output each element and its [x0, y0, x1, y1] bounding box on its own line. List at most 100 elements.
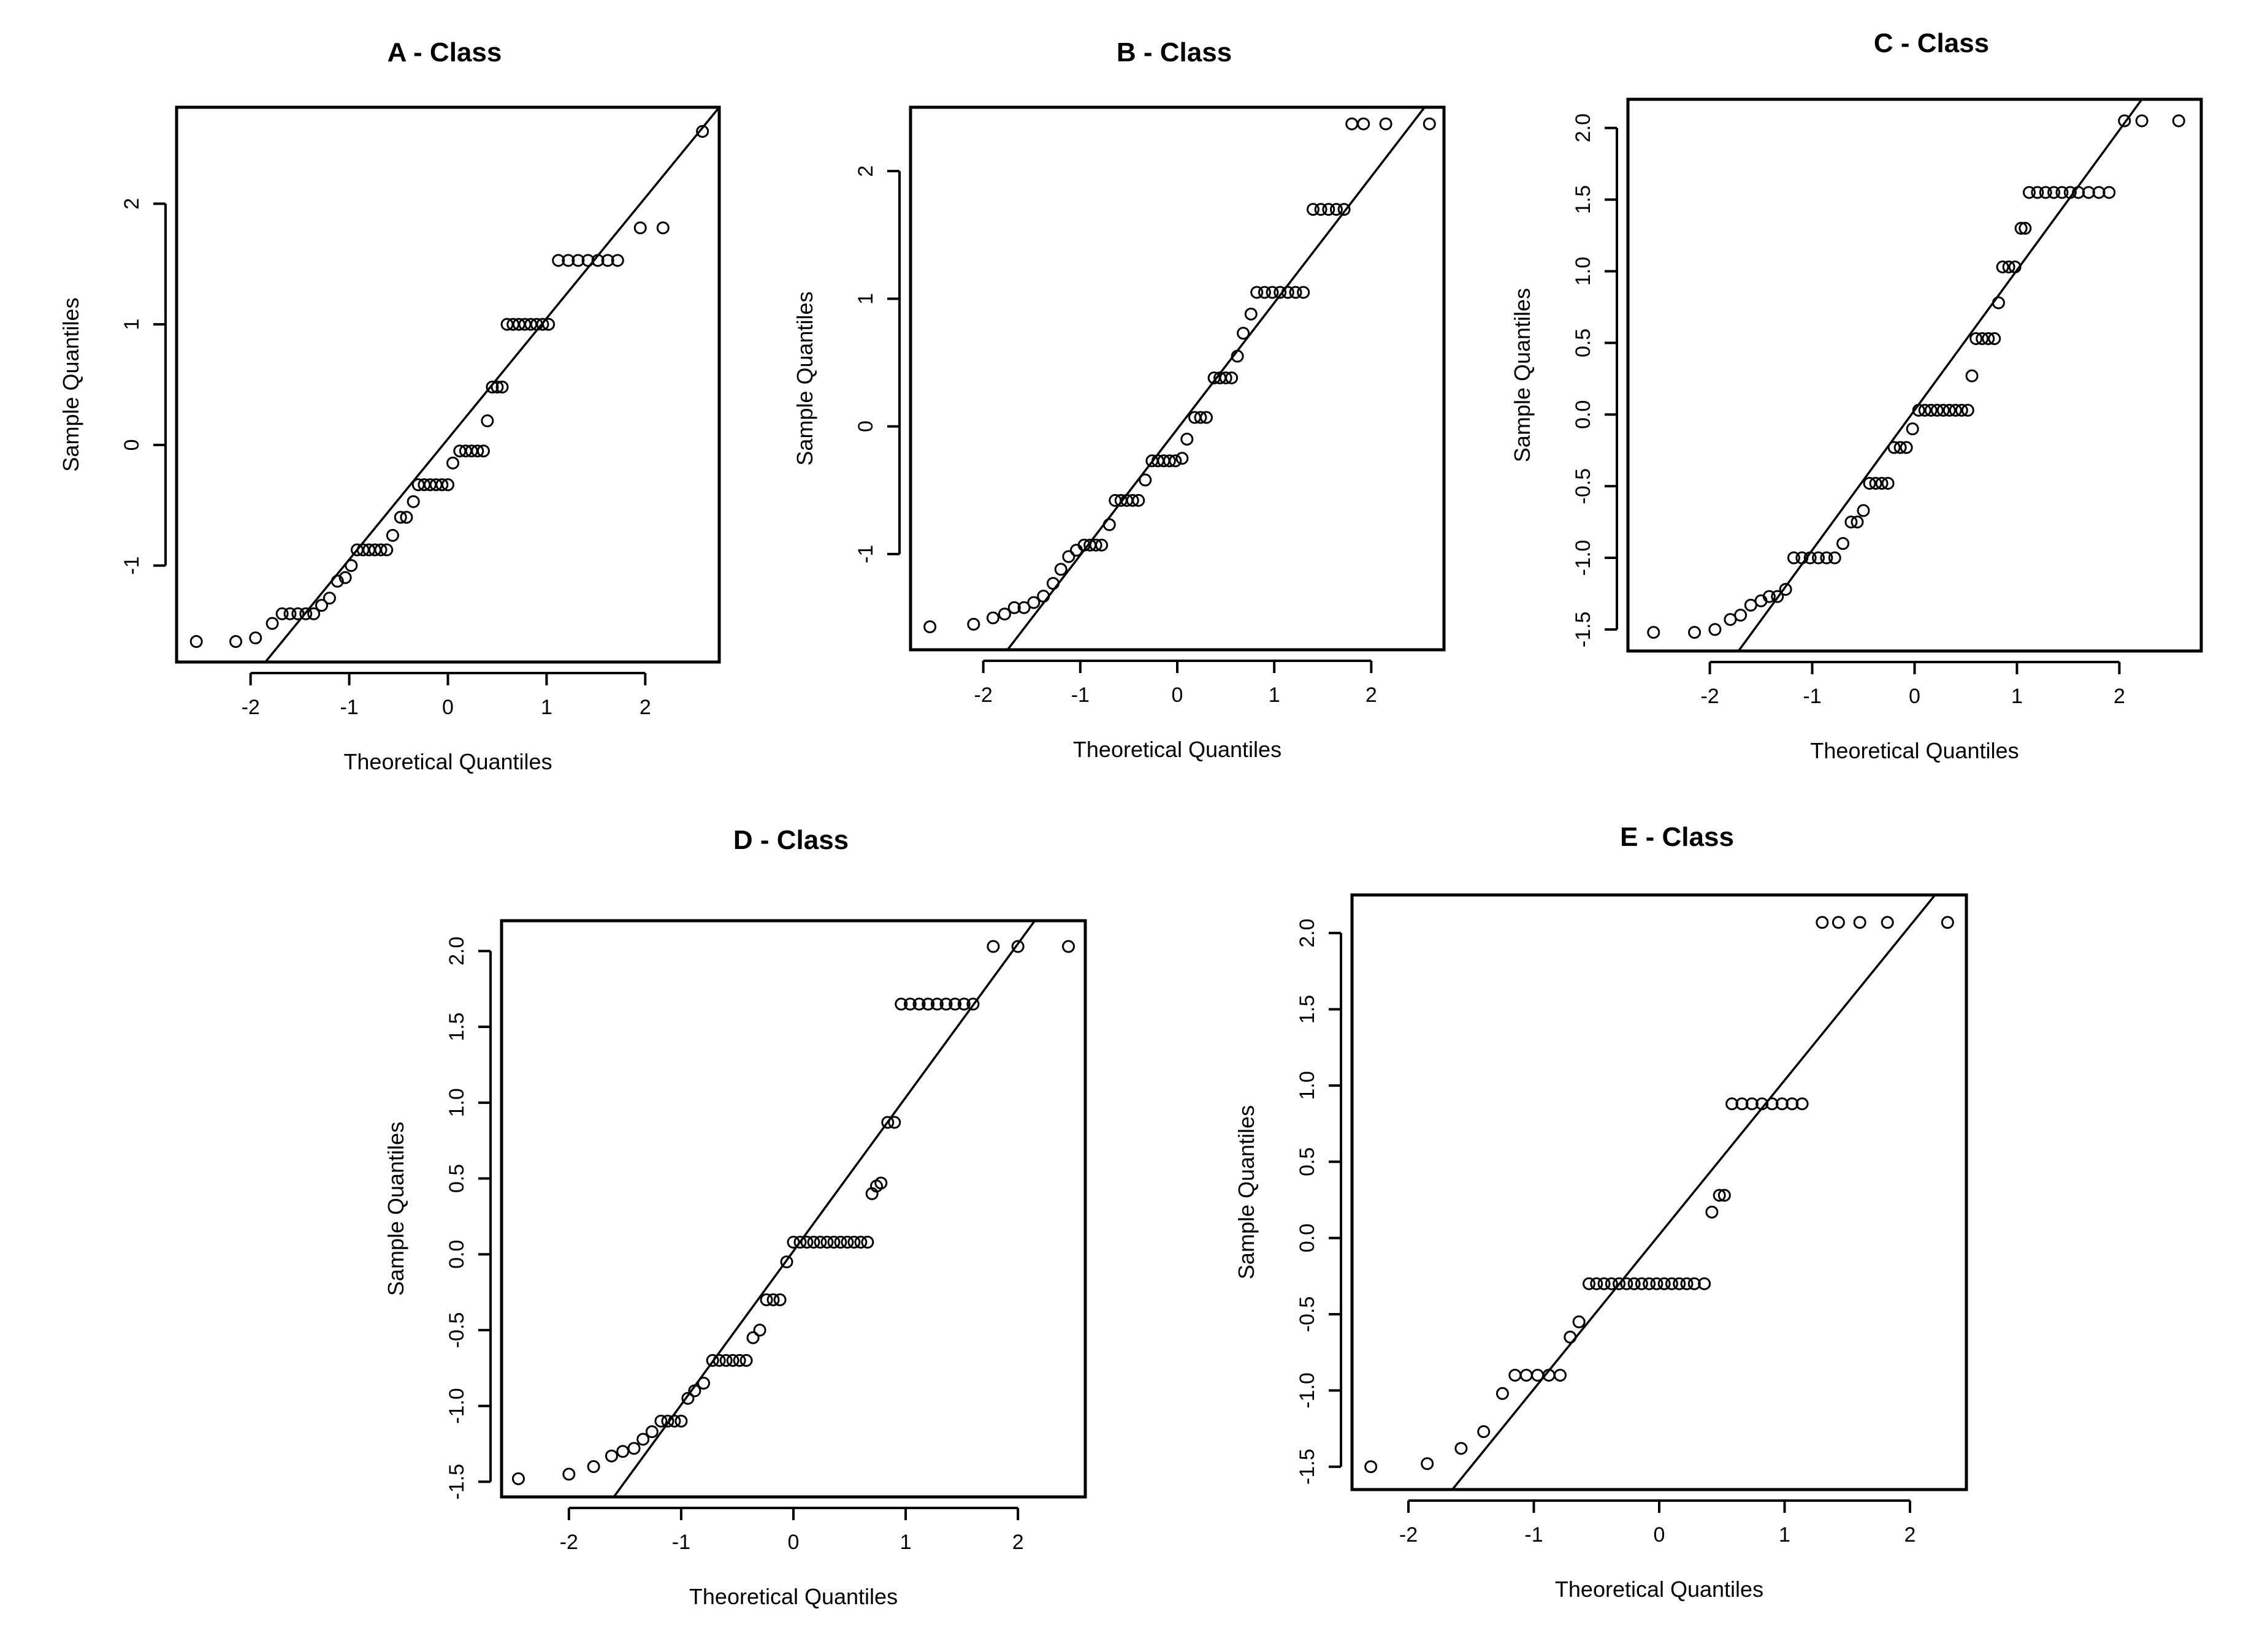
panel-b-y-axis-label: Sample Quantiles	[792, 291, 817, 465]
panel-c-point	[1708, 623, 1722, 636]
panel-e-point	[1786, 1097, 1799, 1111]
panel-a-point	[249, 631, 262, 645]
panel-e-point	[1713, 1189, 1726, 1202]
panel-d-point	[957, 997, 971, 1011]
panel-e-y-tick-label: 1.5	[1296, 995, 1319, 1024]
panel-e-y-tick-label: 1.0	[1296, 1071, 1319, 1100]
panel-a-x-tick-label: 1	[541, 696, 552, 719]
panel-d-point	[912, 997, 926, 1011]
panel-a-point	[656, 221, 670, 235]
panel-d-y-tick-label: 1.0	[445, 1088, 468, 1117]
panel-a-point	[696, 124, 709, 138]
panel-b-point	[1139, 473, 1152, 487]
panel-b-point	[1244, 307, 1258, 321]
panel-e-point	[1605, 1277, 1618, 1290]
panel-d-point	[674, 1414, 688, 1428]
panel-c-point	[1875, 476, 1889, 490]
panel-e-point	[1735, 1097, 1749, 1111]
panel-b-point	[1054, 563, 1068, 576]
panel-c-point	[1734, 609, 1748, 622]
panel-a-point	[283, 607, 297, 620]
panel-d-x-tick-label: 2	[1012, 1531, 1024, 1554]
panel-c-x-tick-label: -2	[1700, 685, 1719, 708]
panel-e-point	[1477, 1425, 1491, 1438]
panel-e-point	[1816, 916, 1829, 929]
panel-c-point	[1863, 476, 1876, 490]
panel-a-point	[315, 599, 329, 612]
panel-e-point	[1755, 1097, 1769, 1111]
panel-d-point	[697, 1376, 711, 1390]
panel-b-x-tick-label: 1	[1269, 683, 1280, 707]
panel-e-point	[1680, 1277, 1694, 1290]
panel-b-x-tick-label: -1	[1071, 683, 1090, 707]
panel-d-point	[616, 1445, 630, 1458]
panel-d-point	[562, 1467, 576, 1481]
panel-e-y-tick-label: 0.0	[1296, 1224, 1319, 1252]
panel-c-point	[1812, 551, 1825, 565]
panel-c-plot-area	[1647, 99, 2185, 651]
panel-d-point	[827, 1235, 841, 1249]
panel-b-plot-area	[923, 107, 1436, 650]
panel-d-y-tick-label: -1.5	[445, 1464, 468, 1500]
panel-a-x-tick-label: 0	[442, 696, 454, 719]
panel-c-point	[1949, 403, 1962, 417]
panel-d-point	[627, 1442, 641, 1455]
panel-b-point	[1102, 518, 1116, 531]
panel-a-y-tick-label: -1	[120, 556, 143, 574]
panel-c-point	[1828, 551, 1841, 565]
panel-a-point	[338, 571, 352, 584]
panel-d-point	[854, 1235, 868, 1249]
panel-a-point	[323, 592, 336, 605]
panel-e-x-tick-label: 1	[1779, 1523, 1790, 1547]
panel-a-point	[435, 478, 449, 492]
panel-b-x-tick-label: 0	[1172, 683, 1183, 707]
panel-c-y-axis-label: Sample Quantiles	[1510, 288, 1535, 462]
panel-d-point	[987, 940, 1000, 953]
panel-b-point	[1199, 411, 1213, 424]
panel-e-point	[1582, 1277, 1595, 1290]
panel-b-point	[1175, 452, 1189, 465]
panel-a-point	[189, 635, 203, 649]
panel-a-point	[394, 511, 407, 524]
panel-c-point	[1936, 403, 1950, 417]
panel-c-point	[2135, 114, 2149, 128]
panel-a-point	[562, 254, 575, 267]
panel-a-frame	[175, 105, 721, 664]
panel-d-point	[645, 1425, 659, 1439]
panel-b-point	[1322, 203, 1335, 216]
panel-a-point	[536, 318, 549, 331]
panel-d-point	[739, 1353, 753, 1367]
panel-d-point	[746, 1331, 760, 1344]
panel-b-point	[1281, 286, 1294, 299]
panel-d-y-tick-label: 1.5	[445, 1013, 468, 1041]
panel-d-point	[706, 1353, 719, 1367]
panel-c-point	[1795, 551, 1809, 565]
panel-e-point	[1364, 1460, 1378, 1474]
panel-a-point	[581, 254, 595, 267]
panel-a-point	[481, 414, 494, 428]
panel-c-y-tick-label: 0.5	[1572, 329, 1595, 357]
panel-a-point	[601, 254, 614, 267]
panel-c-point	[1942, 403, 1956, 417]
panel-d-y-axis-label: Sample Quantiles	[383, 1122, 408, 1296]
panel-c-point	[1965, 369, 1979, 383]
panel-a-point	[299, 607, 313, 620]
panel-b-point	[1258, 286, 1271, 299]
panel-e-point	[1832, 916, 1845, 929]
panel-b-point	[967, 617, 980, 631]
panel-c-point	[2039, 186, 2052, 199]
panel-e-point	[1553, 1368, 1567, 1382]
panel-c-point	[2172, 114, 2185, 128]
panel-b-reference-line	[1006, 107, 1426, 650]
panel-e-point	[1775, 1097, 1789, 1111]
panel-e-x-tick-label: -1	[1524, 1523, 1543, 1547]
panel-a-point	[265, 617, 279, 630]
panel-a-point	[275, 607, 289, 620]
panel-c-point	[1893, 441, 1907, 454]
panel-a-plot-area	[189, 107, 719, 662]
panel-b-point	[1274, 286, 1287, 299]
panel-c-point	[1924, 403, 1938, 417]
panel-e-y-tick-label: 0.5	[1296, 1148, 1319, 1176]
panel-d-point	[726, 1353, 739, 1367]
